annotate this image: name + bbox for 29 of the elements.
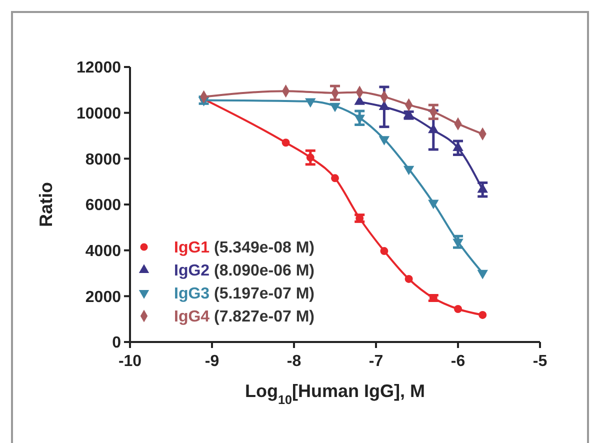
legend-label: IgG3 (5.197e-07 M) [174,286,314,303]
point [378,100,390,110]
point [477,270,488,280]
point [306,154,314,162]
x-tick-label: -6 [450,353,466,370]
y-tick-label: 12000 [76,60,122,77]
y-tick-label: 0 [112,334,122,352]
point [380,247,388,255]
x-tick-label: -8 [286,353,302,370]
x-tick-label: -7 [368,353,384,370]
legend-label: IgG4 (7.827e-07 M) [174,308,314,326]
x-axis-title: Log$_{10}$[Human IgG], M [244,381,426,407]
y-tick-label: 10000 [76,105,122,122]
y-tick-label: 6000 [85,197,122,214]
legend-label: IgG2 (8.090e-06 M) [174,262,314,280]
point [404,275,413,283]
x-tick-label: -9 [204,353,220,370]
x-tick-label: -10 [118,353,142,370]
y-tick-label: 2000 [85,288,122,306]
legend-label: IgG1 (5.349e-08 M) [174,240,314,257]
point [354,96,365,105]
point [478,310,487,319]
point [282,138,290,147]
x-tick-label: -5 [532,353,548,370]
y-axis-title: Ratio [36,182,56,227]
point [331,174,339,182]
point [454,305,462,313]
y-tick-label: 4000 [85,242,122,260]
y-tick-label: 8000 [85,151,122,168]
